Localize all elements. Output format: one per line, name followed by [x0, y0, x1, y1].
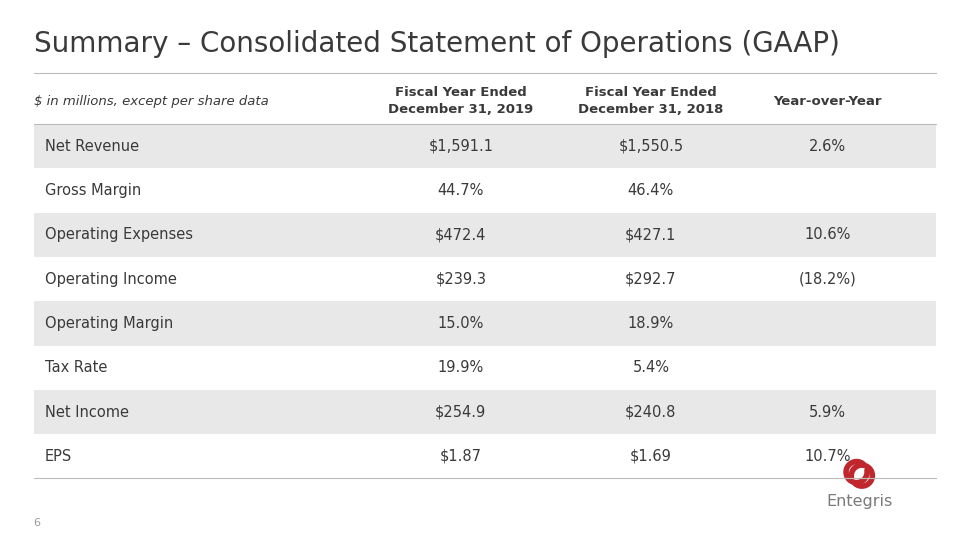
Text: (18.2%): (18.2%): [799, 272, 856, 287]
Text: $1,550.5: $1,550.5: [618, 139, 684, 154]
Text: $427.1: $427.1: [625, 227, 677, 242]
Text: 5.9%: 5.9%: [809, 404, 846, 420]
Text: 2.6%: 2.6%: [809, 139, 846, 154]
Text: Entegris: Entegris: [826, 494, 893, 509]
Text: 44.7%: 44.7%: [438, 183, 484, 198]
Text: $1.69: $1.69: [630, 449, 672, 464]
Text: 6: 6: [34, 518, 40, 528]
Text: $292.7: $292.7: [625, 272, 677, 287]
Text: 10.6%: 10.6%: [804, 227, 851, 242]
Text: 46.4%: 46.4%: [628, 183, 674, 198]
Text: Fiscal Year Ended
December 31, 2018: Fiscal Year Ended December 31, 2018: [578, 86, 724, 116]
Text: 18.9%: 18.9%: [628, 316, 674, 331]
Text: Gross Margin: Gross Margin: [45, 183, 141, 198]
Text: $472.4: $472.4: [435, 227, 487, 242]
Text: $240.8: $240.8: [625, 404, 677, 420]
Text: Operating Expenses: Operating Expenses: [45, 227, 193, 242]
Text: $254.9: $254.9: [435, 404, 487, 420]
Text: $1,591.1: $1,591.1: [428, 139, 493, 154]
Text: Net Income: Net Income: [45, 404, 129, 420]
Text: Operating Margin: Operating Margin: [45, 316, 174, 331]
Text: $239.3: $239.3: [435, 272, 487, 287]
Text: $1.87: $1.87: [440, 449, 482, 464]
Text: Operating Income: Operating Income: [45, 272, 177, 287]
Text: Fiscal Year Ended
December 31, 2019: Fiscal Year Ended December 31, 2019: [388, 86, 534, 116]
Text: 15.0%: 15.0%: [438, 316, 484, 331]
Text: Year-over-Year: Year-over-Year: [773, 94, 882, 108]
Text: $ in millions, except per share data: $ in millions, except per share data: [34, 94, 269, 108]
Text: Tax Rate: Tax Rate: [45, 360, 108, 375]
Text: 10.7%: 10.7%: [804, 449, 851, 464]
Text: 5.4%: 5.4%: [633, 360, 669, 375]
Text: EPS: EPS: [45, 449, 72, 464]
Text: Net Revenue: Net Revenue: [45, 139, 139, 154]
Text: Summary – Consolidated Statement of Operations (GAAP): Summary – Consolidated Statement of Oper…: [34, 30, 839, 58]
Text: 19.9%: 19.9%: [438, 360, 484, 375]
